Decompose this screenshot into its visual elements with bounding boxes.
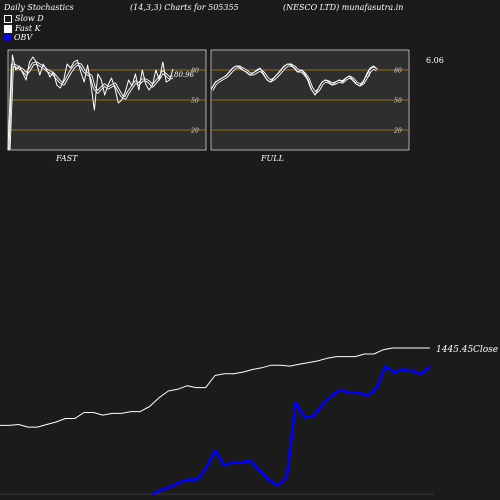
full-panel-title: FULL [260,154,284,163]
side-value: 6.06 [426,56,444,65]
company-name: (NESCO LTD) munafasutra.in [283,3,404,12]
fast-panel-title: FAST [55,154,78,163]
legend-slow-d: Slow D [4,14,44,23]
full-tick-label-50: 50 [394,98,402,105]
legend-obv: OBV [4,33,32,42]
full-last-value: 8 [366,71,371,79]
fast-tick-label-50: 50 [191,98,199,105]
obv-label: OBV [14,33,33,42]
chart-params: (14,3,3) Charts for 505355 [130,3,239,12]
fast-fast-k-line [8,54,174,151]
close-label: Close [473,345,498,355]
fast-last-value: 80.96 [174,71,195,79]
legend-fast-k: Fast K [4,24,41,33]
fast-k-swatch [4,24,12,33]
fast-tick-label-20: 20 [190,128,199,135]
close-value-label: 1445.45 [436,345,473,355]
chart-title: Daily Stochastics [4,3,74,12]
slow-d-swatch [4,14,12,23]
full-tick-label-20: 20 [393,128,402,135]
slow-d-label: Slow D [15,14,44,23]
close-price-line [0,347,430,428]
fast-k-label: Fast K [15,24,41,33]
obv-line [151,365,431,496]
full-tick-label-80: 80 [394,68,402,75]
full-fast-k-line [211,63,378,96]
obv-swatch [4,34,11,41]
fast-tick-label-80: 80 [191,68,199,75]
